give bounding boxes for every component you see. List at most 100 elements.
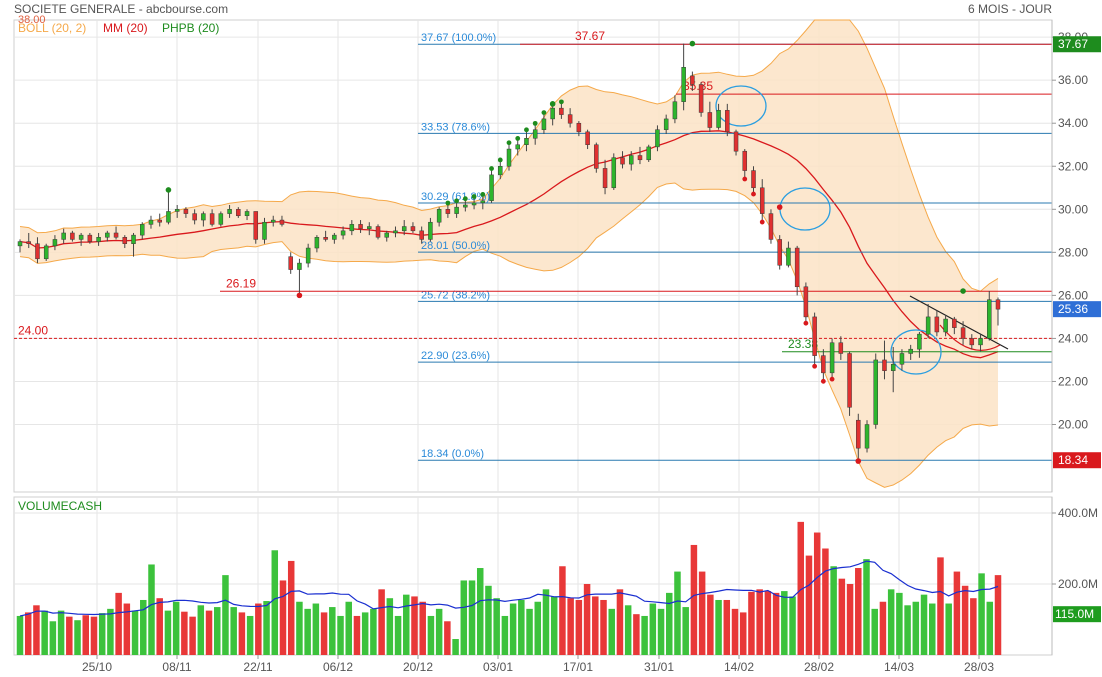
period-label[interactable]: 6 MOIS - JOUR <box>968 2 1052 16</box>
price-tag <box>1053 36 1101 53</box>
volume-bar <box>66 616 73 655</box>
candle-body <box>70 232 75 240</box>
volume-bar <box>156 598 163 655</box>
volume-bar <box>213 607 221 655</box>
pivot-dot <box>541 110 547 116</box>
volume-bar <box>986 601 994 655</box>
pivot-dot <box>454 198 460 204</box>
volume-series <box>16 521 1002 655</box>
candle-body <box>471 202 477 206</box>
date-tick-label: 06/12 <box>323 660 353 674</box>
volume-bar <box>263 601 270 655</box>
candle-body <box>829 342 835 374</box>
candle-body <box>515 144 520 150</box>
candle-body <box>340 230 346 236</box>
highlight-circle <box>890 329 942 375</box>
volume-bar <box>764 591 772 655</box>
indicator-boll-label[interactable]: BOLL (20, 2) <box>18 21 86 35</box>
pivot-dot <box>471 194 477 199</box>
candle-body <box>943 318 948 333</box>
candle-body <box>733 131 739 152</box>
candle-body <box>35 243 40 260</box>
candle-body <box>646 146 651 161</box>
candle-body <box>794 247 800 288</box>
candlestick-series <box>17 40 1001 464</box>
volume-bar <box>600 599 607 655</box>
volume-bar <box>468 580 476 655</box>
candle-body <box>690 75 695 85</box>
volume-bar <box>748 591 755 655</box>
candle-body <box>61 232 66 240</box>
candle-body <box>987 299 992 339</box>
candle-body <box>864 424 870 449</box>
volume-bar <box>879 601 887 655</box>
volume-bar <box>74 620 81 655</box>
volume-bar <box>353 615 361 655</box>
pivot-dot <box>497 157 503 163</box>
price-tick-label: 24.00 <box>1058 331 1088 345</box>
candle-body <box>201 213 206 221</box>
fibonacci-label: 33.53 (78.6%) <box>421 121 490 133</box>
volume-bar <box>929 603 936 655</box>
volume-bar <box>797 521 805 655</box>
candle-body <box>43 245 49 260</box>
indicator-mm-label[interactable]: MM (20) <box>103 21 148 35</box>
volume-bar <box>287 560 295 655</box>
candle-body <box>105 232 110 238</box>
candle-body <box>262 221 267 240</box>
candle-body <box>209 213 215 225</box>
candle-body <box>952 318 957 328</box>
candle-body <box>899 353 905 365</box>
volume-bar <box>238 612 246 655</box>
date-tick-label: 14/03 <box>884 660 914 674</box>
indicator-phpb-label[interactable]: PHPB (20) <box>162 21 219 35</box>
candle-body <box>960 327 966 339</box>
volume-bar <box>90 616 98 655</box>
candle-body <box>314 237 320 249</box>
volume-bar <box>567 598 574 655</box>
date-tick-label: 22/11 <box>243 660 272 674</box>
pivot-dot <box>759 219 765 225</box>
date-tick-label: 14/02 <box>724 660 754 674</box>
volume-tag <box>1053 606 1101 623</box>
volume-axis: 200.0M 400.0M 115.0M <box>1051 497 1101 655</box>
candle-body <box>663 118 669 130</box>
candle-body <box>681 67 686 102</box>
volume-bar <box>674 571 681 655</box>
candle-body <box>192 213 197 221</box>
pivot-dot <box>855 458 862 464</box>
candle-body <box>978 338 983 346</box>
volume-bar <box>49 621 57 655</box>
pivot-dot <box>751 191 756 197</box>
candle-body <box>812 316 817 356</box>
volume-bar <box>197 605 205 655</box>
candle-body <box>969 338 975 346</box>
price-tag <box>1053 452 1101 469</box>
pivot-dot <box>558 99 564 105</box>
candle-body <box>655 129 660 148</box>
candle-body <box>524 138 529 145</box>
candle-body <box>166 211 171 223</box>
candle-body <box>725 110 730 133</box>
volume-bar <box>320 612 328 655</box>
pivot-dot <box>506 140 512 146</box>
volume-bar <box>666 592 673 655</box>
candle-body <box>995 299 1001 310</box>
volume-bar <box>33 605 40 655</box>
candle-body <box>384 232 389 238</box>
candle-body <box>480 200 486 204</box>
candle-body <box>890 363 896 371</box>
candle-body <box>183 209 189 214</box>
horizontal-levels: 37.67 (100.0%) 33.53 (78.6%) 30.29 (61.8%)… <box>14 29 1052 461</box>
fibonacci-label: 30.29 (61.8%) <box>421 191 490 203</box>
candle-body <box>882 359 887 371</box>
candle-body <box>856 419 861 449</box>
candle-body <box>332 234 337 240</box>
price-axis: 20.00 22.00 24.00 26.00 28.00 30.00 32.00 34.00… <box>1051 20 1101 492</box>
candle-body <box>637 155 643 161</box>
date-tick-label: 08/11 <box>162 660 191 674</box>
candle-body <box>410 226 416 232</box>
candle-body <box>375 226 381 238</box>
candle-body <box>917 333 922 350</box>
